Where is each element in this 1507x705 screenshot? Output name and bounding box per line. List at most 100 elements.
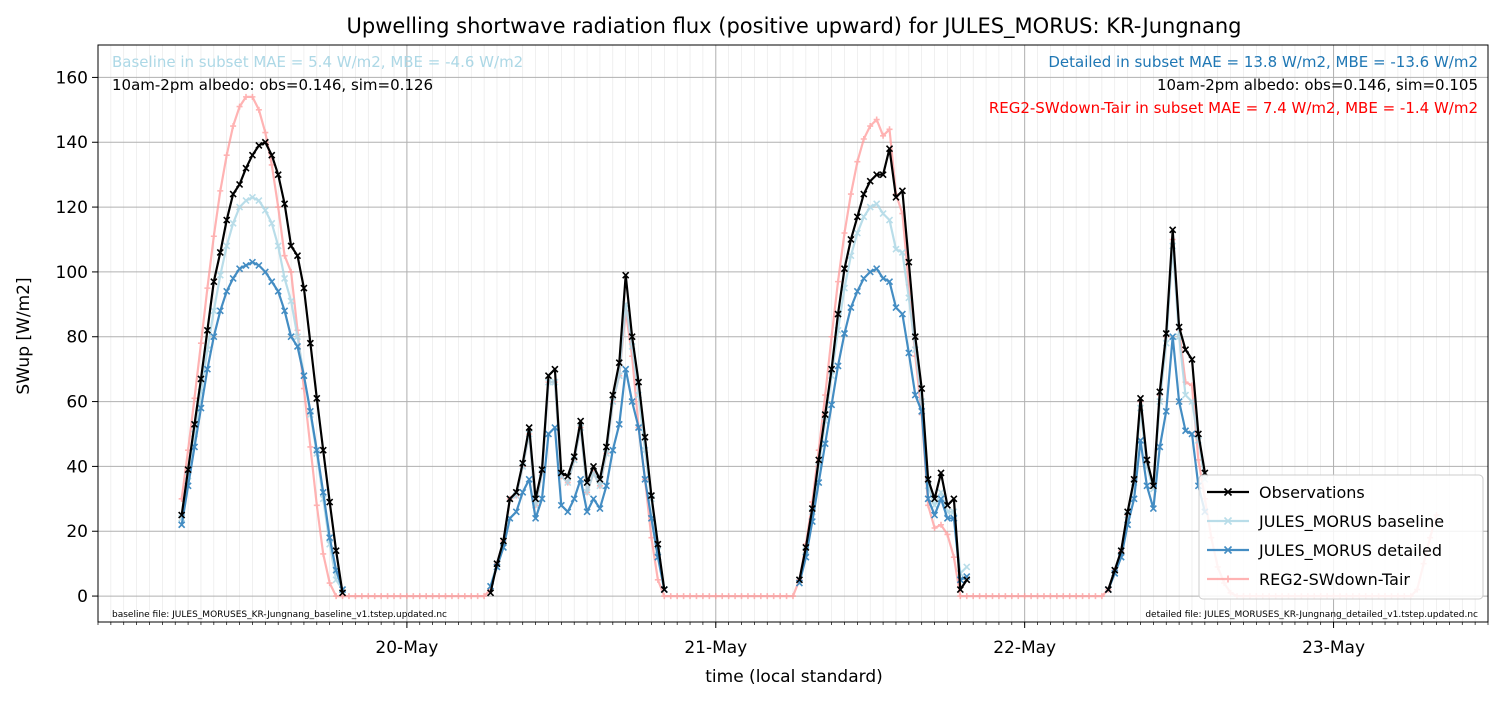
data-point [525, 423, 533, 432]
data-point [481, 593, 488, 600]
data-point [352, 593, 359, 600]
data-point [1188, 355, 1196, 363]
data-point [615, 420, 623, 428]
data-point [243, 93, 250, 100]
legend-entry [1207, 575, 1249, 583]
data-point [455, 593, 462, 600]
series-line [180, 141, 344, 593]
data-point [1149, 482, 1157, 490]
data-point [957, 593, 964, 600]
data-point [577, 475, 585, 483]
data-point [436, 593, 443, 600]
data-point [989, 593, 996, 600]
data-point [828, 365, 836, 373]
data-point [178, 511, 186, 519]
data-point [326, 498, 334, 506]
data-point [873, 171, 881, 179]
data-point [886, 126, 893, 133]
data-point [313, 446, 321, 454]
data-point [287, 333, 295, 341]
data-point [963, 576, 971, 584]
data-point [268, 278, 276, 286]
data-point [583, 479, 591, 487]
data-point [178, 521, 186, 529]
data-point [898, 187, 906, 195]
data-point [1181, 427, 1190, 435]
data-point [1181, 391, 1190, 399]
x-tick-label: 20-May [375, 638, 438, 658]
data-point [262, 129, 269, 136]
data-point [873, 265, 881, 273]
data-point [641, 433, 649, 441]
data-point [223, 287, 231, 295]
detailed-stats-annotation: Detailed in subset MAE = 13.8 W/m2, MBE … [1048, 53, 1478, 71]
data-point [255, 197, 263, 205]
data-point [544, 430, 553, 438]
data-point [288, 268, 295, 275]
data-point [197, 340, 204, 347]
baseline-stats-annotation: Baseline in subset MAE = 5.4 W/m2, MBE =… [112, 53, 523, 71]
series-observations [178, 138, 1209, 597]
legend-entry [1207, 545, 1249, 555]
data-point [190, 420, 199, 428]
data-point [937, 495, 945, 503]
data-point [249, 93, 256, 100]
data-point [332, 547, 340, 555]
baseline-file-annotation: baseline file: JULES_MORUSES_KR-Jungnang… [112, 610, 447, 620]
data-point [1143, 456, 1151, 464]
data-point [236, 103, 243, 110]
data-point [1188, 430, 1196, 438]
data-point [976, 593, 983, 600]
data-point [1195, 456, 1202, 463]
y-tick-label: 120 [56, 198, 88, 218]
data-point [293, 333, 302, 341]
data-point [1117, 547, 1125, 555]
data-point [847, 252, 855, 260]
data-point [1040, 593, 1047, 600]
data-point [892, 193, 900, 201]
data-point [1143, 482, 1151, 490]
series-line [1107, 228, 1206, 590]
data-point [210, 278, 218, 286]
legend-entry [1207, 487, 1249, 497]
data-point [634, 378, 643, 386]
data-point [486, 589, 495, 597]
data-point [937, 488, 945, 496]
data-point [274, 287, 282, 295]
data-point [1086, 593, 1093, 600]
data-point [860, 136, 867, 143]
data-point [918, 385, 926, 393]
data-point [525, 475, 533, 483]
data-point [423, 593, 430, 600]
data-point [995, 593, 1002, 600]
data-point [1047, 593, 1054, 600]
data-point [892, 304, 900, 312]
data-point [867, 123, 874, 130]
data-point [950, 554, 957, 561]
legend-label: Observations [1259, 483, 1365, 502]
data-point [223, 216, 231, 224]
data-point [306, 407, 314, 415]
data-point [596, 504, 604, 513]
data-point [821, 410, 829, 419]
data-point [512, 488, 520, 496]
data-point [937, 469, 945, 477]
data-point [229, 219, 237, 227]
data-point [261, 138, 269, 146]
data-point [628, 398, 636, 406]
data-point [519, 459, 527, 467]
data-point [248, 193, 257, 201]
data-point [1092, 593, 1099, 600]
data-point [1124, 508, 1132, 516]
legend-label: JULES_MORUS baseline [1258, 512, 1444, 532]
data-point [1008, 593, 1015, 600]
legend-marker [1223, 487, 1233, 497]
data-point [757, 593, 764, 600]
data-point [860, 274, 868, 282]
data-point [203, 365, 211, 373]
legend-box [1198, 474, 1484, 600]
data-point [693, 593, 700, 600]
data-point [307, 443, 314, 450]
data-point [905, 349, 913, 357]
data-point [589, 462, 598, 470]
